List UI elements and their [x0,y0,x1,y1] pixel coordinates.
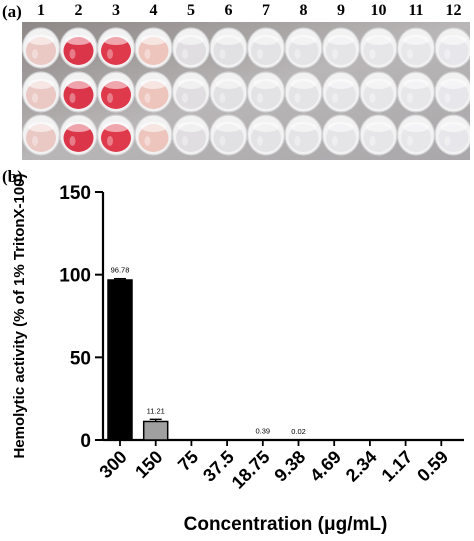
well-r3-c5 [171,114,211,156]
well-r3-c12 [434,114,470,156]
x-tick-label-0.59: 0.59 [413,447,452,486]
plate-column-12: 12 [445,2,462,19]
y-tick-label: 0 [80,431,91,452]
plate-column-6: 6 [224,2,233,19]
plate-column-1: 1 [37,2,45,19]
data-label-300: 96.78 [111,266,130,275]
well-r2-c8 [284,71,323,113]
well-r3-c11 [396,114,436,156]
well-r2-c10 [359,71,398,113]
y-tick-label: 100 [59,266,91,287]
plate-column-7: 7 [262,2,270,19]
plate-column-8: 8 [299,2,308,19]
well-r1-c6 [209,27,248,69]
data-label-9.38: 0.02 [291,427,306,436]
x-axis-title: Concentration (μg/mL) [184,514,388,535]
well-r1-c4 [134,27,173,69]
well-r1-c10 [359,27,398,69]
y-axis-title: Hemolytic activity (% of 1% TritonX-100) [11,173,28,458]
x-tick-label-2.34: 2.34 [342,447,381,486]
well-r2-c7 [246,71,286,113]
x-tick-label-300: 300 [95,447,130,482]
plate-column-11: 11 [408,2,424,19]
x-tick-label-4.69: 4.69 [306,447,345,486]
y-tick-label: 150 [59,183,91,204]
x-tick-label-9.38: 9.38 [270,447,309,486]
well-r3-c6 [209,114,248,156]
well-r1-c8 [284,27,323,69]
plate-column-9: 9 [337,2,345,19]
plate-column-10: 10 [370,2,387,19]
plate-column-2: 2 [74,2,83,19]
well-r1-c3 [96,27,136,69]
well-r1-c11 [396,27,436,69]
well-r2-c6 [209,71,248,113]
well-r2-c9 [321,71,361,113]
well-r2-c2 [59,71,98,113]
well-plate-photo [22,22,470,160]
well-r1-c5 [171,27,211,69]
well-r1-c2 [59,27,98,69]
well-r2-c12 [434,71,470,113]
data-label-150: 11.21 [147,406,165,415]
x-tick-label-1.17: 1.17 [378,447,417,486]
well-r3-c7 [246,114,286,156]
well-r1-c9 [321,27,361,69]
well-r2-c5 [171,71,211,113]
well-r3-c8 [284,114,323,156]
bar-150 [142,420,169,441]
well-r3-c10 [359,114,398,156]
plate-column-3: 3 [112,2,120,19]
well-r2-c1 [22,71,61,113]
panel-b-label: (b) [2,167,23,186]
well-r2-c4 [134,71,173,113]
plate-column-4: 4 [149,2,158,19]
well-r3-c1 [22,114,61,156]
plate-column-5: 5 [187,2,195,19]
x-tick-label-75: 75 [174,447,202,475]
well-r1-c7 [246,27,286,69]
x-tick-label-18.75: 18.75 [228,447,274,493]
well-r1-c1 [22,27,61,69]
well-r3-c3 [96,114,136,156]
well-r3-c4 [134,114,173,156]
well-r3-c2 [59,114,98,156]
well-r2-c11 [396,71,436,113]
well-r2-c3 [96,71,136,113]
panel-a-label: (a) [2,2,22,21]
data-label-18.75: 0.39 [255,426,270,435]
x-tick-label-150: 150 [131,447,166,482]
well-r1-c12 [434,27,470,69]
well-r3-c9 [321,114,361,156]
bar-300 [107,279,133,441]
y-tick-label: 50 [70,348,91,369]
